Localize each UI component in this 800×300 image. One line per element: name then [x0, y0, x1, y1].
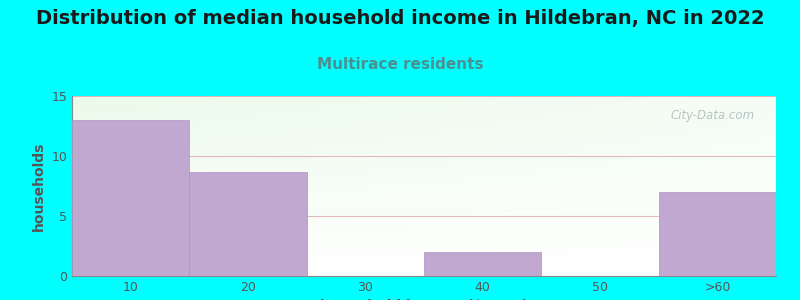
X-axis label: household income ($1000): household income ($1000)	[320, 299, 528, 300]
Bar	[424, 252, 542, 276]
Text: City-Data.com: City-Data.com	[670, 109, 755, 122]
Text: Distribution of median household income in Hildebran, NC in 2022: Distribution of median household income …	[36, 9, 764, 28]
Bar	[72, 120, 190, 276]
Bar	[658, 192, 776, 276]
Y-axis label: households: households	[32, 141, 46, 231]
Bar	[190, 172, 306, 276]
Text: Multirace residents: Multirace residents	[317, 57, 483, 72]
